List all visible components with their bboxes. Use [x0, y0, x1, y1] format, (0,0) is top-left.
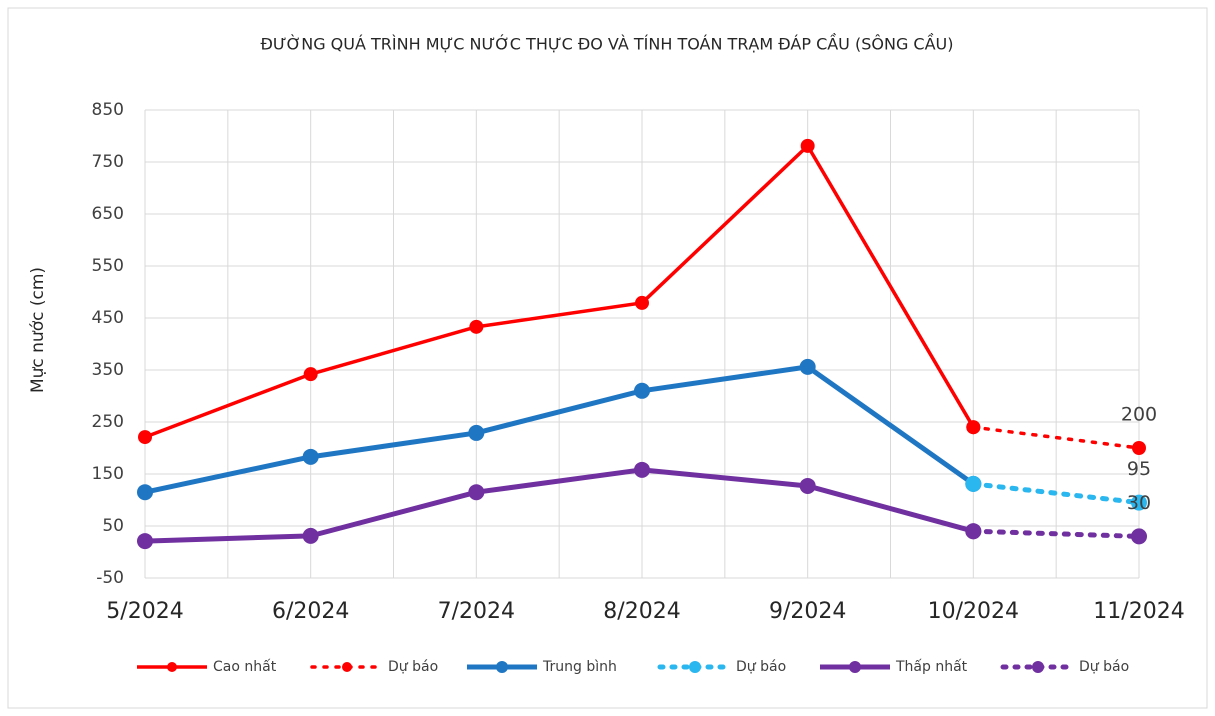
point [799, 358, 816, 375]
x-tick-label: 5/2024 [106, 599, 183, 624]
point [302, 448, 319, 465]
y-tick-label: -50 [96, 568, 124, 588]
x-tick-label: 11/2024 [1093, 599, 1184, 624]
point [1131, 494, 1147, 511]
legend-marker [689, 661, 701, 673]
point [965, 523, 982, 540]
legend-label: Trung bình [542, 659, 617, 675]
x-tick-label: 9/2024 [769, 599, 846, 624]
series-line [144, 144, 975, 439]
point [302, 527, 319, 544]
point [965, 475, 982, 492]
x-tick-label: 10/2024 [928, 599, 1019, 624]
point [1132, 441, 1146, 455]
y-tick-label: 150 [92, 464, 124, 484]
data-label: 30 [1127, 492, 1151, 514]
chart-frame [7, 7, 1208, 709]
point [1131, 528, 1147, 545]
point [303, 367, 318, 382]
series-line [144, 364, 975, 495]
legend-label: Thấp nhất [895, 659, 968, 675]
legend-label: Dự báo [1079, 659, 1129, 675]
y-tick-label: 850 [92, 100, 124, 120]
point [138, 430, 152, 445]
legend-label: Cao nhất [213, 659, 277, 675]
legend-marker [1032, 661, 1044, 673]
legend-label: Dự báo [736, 659, 786, 675]
series-line [970, 481, 1142, 506]
y-tick-label: 50 [102, 516, 124, 536]
legend-marker [342, 662, 352, 672]
point [469, 319, 484, 334]
x-tick-label: 6/2024 [272, 599, 349, 624]
chart-title: ĐƯỜNG QUÁ TRÌNH MỰC NƯỚC THỰC ĐO VÀ TÍNH… [260, 33, 953, 54]
y-tick-label: 250 [92, 412, 124, 432]
y-tick-label: 450 [92, 308, 124, 328]
data-label: 200 [1121, 404, 1157, 426]
point [799, 477, 816, 494]
y-tick-label: 350 [92, 360, 124, 380]
y-axis-label: Mực nước (cm) [28, 267, 48, 393]
point [634, 382, 650, 399]
point [137, 533, 153, 550]
series-line [971, 425, 1141, 450]
x-tick-label: 8/2024 [603, 599, 680, 624]
point [634, 461, 650, 478]
data-label: 95 [1127, 458, 1151, 480]
point [800, 138, 815, 153]
legend-marker [167, 662, 177, 672]
legend-marker [849, 661, 861, 673]
point [635, 295, 649, 310]
point [468, 424, 485, 441]
point [137, 484, 153, 501]
point [468, 484, 485, 501]
point [966, 420, 981, 435]
legend-marker [496, 661, 508, 673]
x-tick-label: 7/2024 [438, 599, 515, 624]
series-line [970, 528, 1142, 539]
y-tick-label: 650 [92, 204, 124, 224]
legend-label: Dự báo [388, 659, 438, 675]
y-tick-label: 550 [92, 256, 124, 276]
series-line [144, 467, 974, 544]
y-tick-label: 750 [92, 152, 124, 172]
